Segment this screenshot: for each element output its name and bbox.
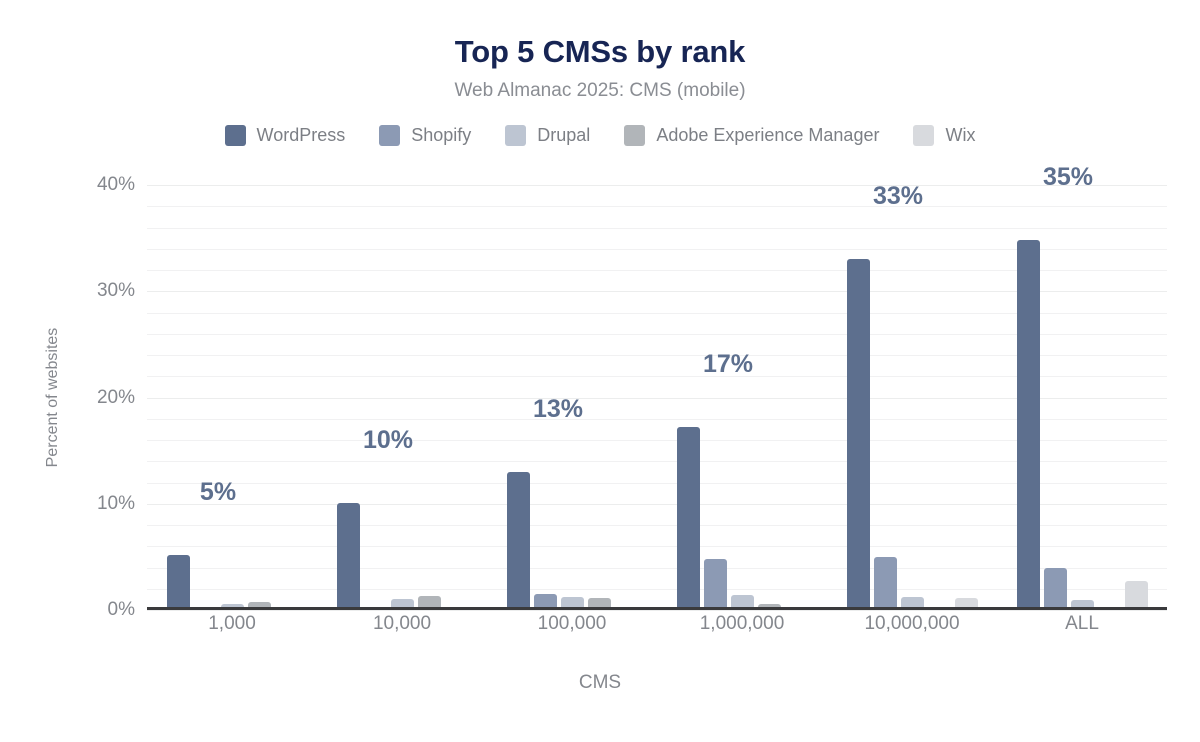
bar-group-bars [317,185,487,610]
x-axis-title: CMS [578,672,622,693]
gridline [147,227,1167,229]
bar-value-label: 17% [702,350,754,379]
gridline [147,333,1167,335]
bar[interactable] [676,427,700,610]
gridline [147,525,1167,526]
bar[interactable] [417,596,441,610]
legend-swatch-icon [379,125,401,147]
bar-group: 13% [487,185,657,610]
bar-group: 17% [657,185,827,610]
bar[interactable] [220,603,244,610]
gridline [147,291,1167,293]
x-axis-tick-label: 1,000,000 [699,613,785,634]
bar-groups: 5% 10% 13% 17% 33% 35% [147,163,1167,610]
bar[interactable] [757,603,781,610]
x-axis-tick-label: 1,000 [208,613,256,634]
bar-value-label: 33% [872,182,924,211]
bar-group: 10% [317,185,487,610]
bar-value-label: 35% [1042,163,1094,192]
bar[interactable] [846,259,870,610]
bar[interactable] [336,502,360,610]
bar-group-bars [147,185,317,610]
x-axis-line [147,607,1167,610]
bar-group-bars [827,185,997,610]
bar[interactable] [730,595,754,610]
bar[interactable] [1016,240,1040,610]
legend-item[interactable]: WordPress [224,125,346,147]
legend-item[interactable]: Shopify [379,125,472,147]
legend-label: Shopify [411,125,472,146]
gridline [147,418,1167,420]
y-axis-tick-label: 30% [96,280,135,302]
legend-label: WordPress [256,125,346,146]
gridline [147,588,1167,590]
gridline [147,376,1167,378]
bar[interactable] [900,597,924,610]
grid-area: 5% 10% 13% 17% 33% 35% [147,163,1167,611]
y-axis-tick-label: 0% [107,599,135,620]
chart-subtitle: Web Almanac 2025: CMS (mobile) [454,80,746,102]
bar[interactable] [1043,567,1067,610]
x-axis-tick-label: 10,000,000 [864,613,960,634]
bar[interactable] [560,597,584,610]
gridline [147,546,1167,548]
gridline [147,503,1167,505]
y-axis-ticks: 0% 10% 20% 30% 40% [55,174,147,620]
gridline [147,397,1167,399]
bar[interactable] [873,556,897,610]
bar-value-label: 5% [199,477,237,506]
y-axis-tick-label: 20% [96,386,135,408]
y-axis-tick-label: 10% [96,492,135,514]
legend-label: Adobe Experience Manager [656,125,880,146]
gridline [147,206,1167,208]
bar-value-label: 10% [362,425,414,454]
y-axis-tick-label: 40% [96,174,135,195]
gridline [147,355,1167,356]
legend-item[interactable]: Adobe Experience Manager [624,125,880,147]
legend-item[interactable]: Wix [913,125,976,147]
gridline [147,440,1167,441]
bar-group-bars [997,185,1167,610]
bar[interactable] [390,599,414,610]
gridline [147,248,1167,250]
legend-label: Drupal [537,125,591,146]
x-axis-tick-label: 100,000 [537,613,607,634]
gridline [147,270,1167,271]
bar-group-bars [657,185,827,610]
chart-legend: WordPress Shopify Drupal Adobe Experience M… [0,123,1200,149]
chart-title: Top 5 CMSs by rank [454,34,746,69]
bar[interactable] [587,598,611,610]
legend-label: Wix [945,125,976,146]
bar-value-label: 13% [532,394,584,423]
legend-swatch-icon [224,125,246,147]
bar[interactable] [703,559,727,610]
bar[interactable] [506,471,530,610]
gridline [147,482,1167,484]
gridline [147,312,1167,314]
bar[interactable] [1070,600,1094,610]
x-axis-ticks: 1,000 10,000 100,000 1,000,000 10,000,000 ALL [147,613,1167,643]
gridline [147,461,1167,463]
bar[interactable] [533,594,557,610]
x-axis-tick-label: ALL [1065,613,1099,634]
gridline [147,610,1167,611]
legend-swatch-icon [624,125,646,147]
gridline [147,185,1167,186]
x-axis-tick-label: 10,000 [372,613,432,634]
legend-item[interactable]: Drupal [505,125,591,147]
bar[interactable] [1124,581,1148,610]
bar[interactable] [166,554,190,610]
legend-swatch-icon [913,125,935,147]
bar-group: 35% [997,163,1167,610]
bar[interactable] [247,601,271,610]
gridline [147,567,1167,569]
legend-swatch-icon [505,125,527,147]
bar-group-bars [487,185,657,610]
bar-group: 33% [827,182,997,610]
bar-group: 5% [147,185,317,610]
plot-area: Percent of websites 0% 10% 20% 30% 40% 5% 10%… [0,163,1200,620]
bar[interactable] [954,598,978,610]
